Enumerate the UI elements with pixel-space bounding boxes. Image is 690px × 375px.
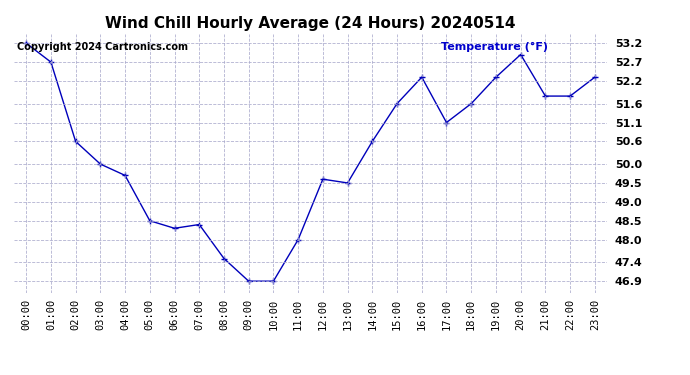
Title: Wind Chill Hourly Average (24 Hours) 20240514: Wind Chill Hourly Average (24 Hours) 202… [106, 16, 515, 31]
Text: Temperature (°F): Temperature (°F) [441, 42, 548, 52]
Text: Copyright 2024 Cartronics.com: Copyright 2024 Cartronics.com [17, 42, 188, 51]
